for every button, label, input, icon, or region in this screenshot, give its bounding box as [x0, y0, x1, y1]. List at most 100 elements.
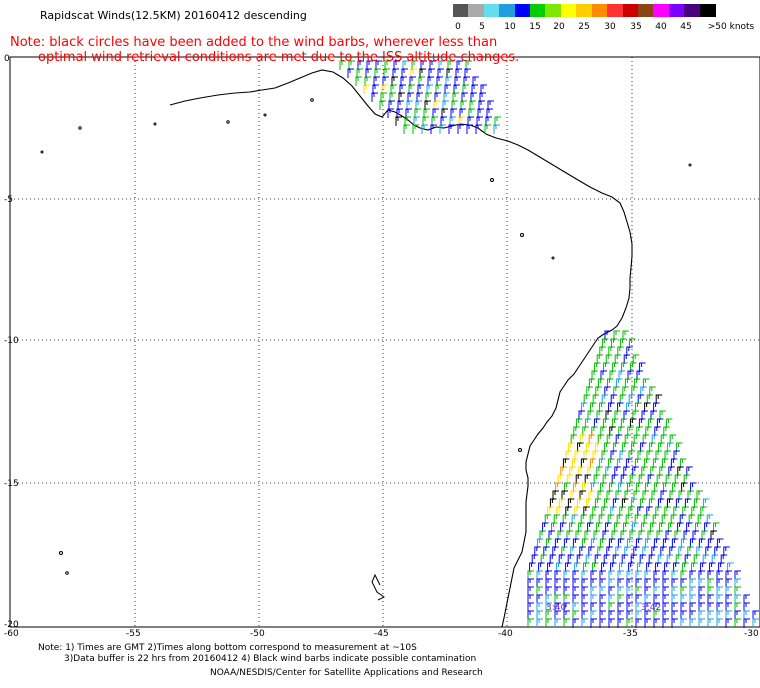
wind-barb: [607, 458, 615, 468]
wind-barb: [552, 546, 559, 556]
lat-label: -15: [4, 479, 19, 489]
scale-label: 5: [479, 22, 485, 32]
wind-barb: [439, 124, 446, 134]
wind-barb: [398, 92, 405, 102]
wind-barb: [635, 402, 642, 412]
wind-barb: [467, 116, 474, 126]
scale-swatch: [530, 4, 547, 17]
wind-barb: [576, 498, 584, 508]
wind-barb: [689, 610, 696, 620]
wind-barb: [629, 474, 637, 484]
wind-barb: [365, 68, 372, 78]
wind-barb: [591, 426, 598, 436]
wind-barb: [597, 378, 605, 388]
wind-barb: [592, 450, 599, 460]
wind-barb: [603, 498, 611, 508]
wind-barb: [635, 602, 642, 612]
wind-barb: [671, 570, 678, 580]
wind-barb: [387, 108, 394, 118]
scale-swatch: [545, 4, 562, 17]
wind-barb: [615, 434, 623, 444]
wind-barb: [656, 474, 664, 484]
wind-barb: [374, 68, 381, 78]
wind-barb: [646, 394, 654, 404]
wind-barb: [617, 578, 624, 588]
scale-swatch: [637, 4, 654, 17]
wind-barb: [602, 418, 610, 428]
wind-barb: [689, 586, 696, 596]
wind-barb: [689, 578, 696, 588]
wind-barb: [626, 594, 633, 604]
wind-barb: [644, 618, 651, 628]
wind-barb: [693, 498, 701, 508]
wind-barb: [572, 618, 579, 628]
wind-barb: [624, 490, 631, 500]
wind-barb: [590, 402, 597, 412]
wind-barb: [471, 84, 478, 94]
wind-barb: [581, 602, 588, 612]
wind-barb: [592, 562, 599, 572]
wind-barb: [527, 618, 534, 628]
wind-barb: [642, 490, 649, 500]
wind-barb: [563, 618, 570, 628]
wind-barb: [401, 68, 408, 78]
wind-barb: [554, 594, 561, 604]
wind-barb: [416, 92, 423, 102]
wind-barb: [716, 602, 723, 612]
wind-barb: [581, 538, 589, 548]
wind-barb: [701, 530, 708, 540]
wind-barb: [453, 84, 460, 94]
wind-barb: [623, 410, 630, 420]
wind-barb: [645, 482, 652, 492]
wind-barb: [672, 482, 679, 492]
wind-barb: [689, 570, 696, 580]
wind-barb: [411, 60, 418, 70]
wind-barb: [639, 362, 646, 372]
wind-barb: [711, 554, 719, 564]
wind-barb: [698, 586, 705, 596]
wind-barb: [626, 586, 633, 596]
wind-barb: [569, 466, 576, 476]
wind-barb: [698, 570, 705, 580]
wind-barb: [671, 594, 678, 604]
wind-barb: [545, 610, 552, 620]
wind-barb: [627, 426, 634, 436]
wind-barb: [642, 546, 649, 556]
wind-barb: [700, 562, 707, 572]
wind-barb: [654, 426, 661, 436]
wind-barb: [580, 514, 588, 524]
time-label: 3:42: [641, 603, 661, 613]
wind-barb: [615, 378, 623, 388]
wind-barb: [610, 338, 618, 348]
wind-barb: [397, 100, 404, 110]
wind-barb: [661, 514, 669, 524]
wind-barb: [542, 522, 549, 532]
wind-barb: [424, 100, 431, 110]
wind-barb: [375, 60, 382, 70]
wind-barb: [605, 410, 612, 420]
wind-barb: [653, 594, 660, 604]
wind-barb: [478, 100, 485, 110]
wind-barb: [609, 426, 616, 436]
wind-barb: [395, 116, 402, 126]
wind-barb: [734, 570, 741, 580]
wind-barb: [434, 92, 441, 102]
wind-barb: [572, 610, 579, 620]
wind-barb: [384, 60, 391, 70]
scale-swatch: [468, 4, 485, 17]
wind-barb: [438, 60, 445, 70]
wind-barb: [544, 514, 552, 524]
wind-barb: [632, 354, 640, 364]
wind-barb: [458, 116, 465, 126]
wind-barb: [553, 514, 561, 524]
wind-barb: [684, 554, 692, 564]
wind-barb: [652, 458, 660, 468]
wind-barb: [617, 346, 624, 356]
wind-barb: [601, 450, 608, 460]
wind-barb: [662, 618, 669, 628]
wind-barb: [392, 68, 399, 78]
wind-barb: [632, 410, 639, 420]
wind-barb: [622, 330, 629, 340]
wind-barb: [627, 482, 634, 492]
wind-barb: [680, 570, 687, 580]
